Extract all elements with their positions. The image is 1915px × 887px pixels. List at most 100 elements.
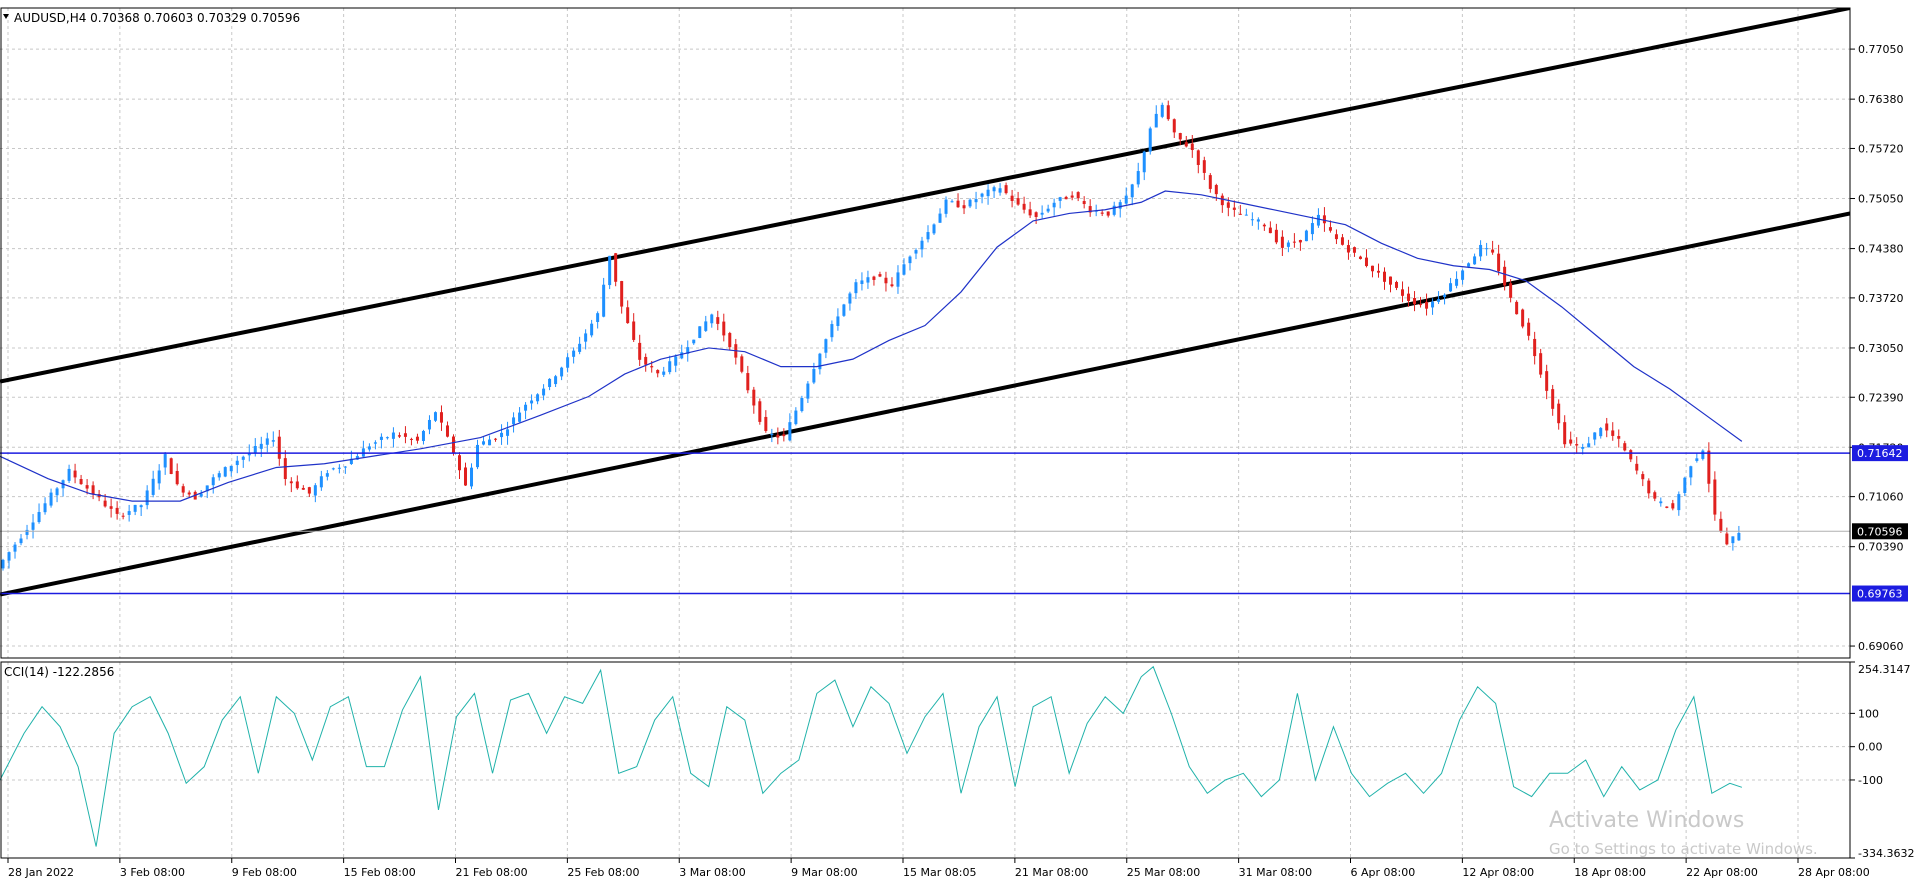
candle-body (25, 529, 29, 535)
candle-body (445, 425, 449, 437)
candle-body (560, 367, 564, 377)
main-pane-frame (0, 7, 1851, 659)
candle-body (229, 465, 233, 472)
candle-body (397, 435, 401, 437)
candle-body (1304, 230, 1308, 242)
candle-body (758, 401, 762, 422)
candle-body (602, 284, 606, 317)
candle-body (145, 490, 149, 506)
candle-body (698, 326, 702, 338)
candle-body (752, 389, 756, 406)
candle-body (746, 373, 750, 391)
candle-body (950, 201, 954, 203)
candle-body (1166, 105, 1170, 120)
candle-body (776, 434, 780, 438)
candle-body (998, 188, 1002, 193)
candle-body (1028, 209, 1032, 216)
y-tick-label: 0.74380 (1858, 243, 1904, 256)
candle-body (722, 321, 726, 336)
candle-body (151, 478, 155, 495)
candle-body (1635, 463, 1639, 471)
candle-body (1280, 236, 1284, 248)
candle-body (1136, 171, 1140, 185)
candle-body (1491, 249, 1495, 253)
candle-body (1647, 480, 1651, 494)
candle-body (1088, 206, 1092, 213)
candle-body (1190, 143, 1194, 151)
candle-body (289, 481, 293, 484)
candle-body (121, 515, 125, 517)
candle-body (1605, 423, 1609, 431)
trend-channel-line[interactable] (0, 8, 1850, 384)
candle-body (1677, 494, 1681, 511)
candle-body (79, 478, 83, 485)
candle-body (1515, 301, 1519, 315)
candle-body (1551, 389, 1555, 409)
candle-body (902, 264, 906, 275)
x-tick-label: 21 Mar 08:00 (1015, 866, 1088, 879)
x-tick-label: 22 Apr 08:00 (1686, 866, 1758, 879)
candle-body (1557, 403, 1561, 424)
activate-windows-subtitle: Go to Settings to activate Windows. (1549, 840, 1818, 858)
candle-body (1431, 301, 1435, 308)
candle-body (614, 253, 618, 282)
candle-body (1358, 256, 1362, 259)
candle-body (1298, 240, 1302, 243)
cci-line (0, 665, 1743, 847)
candle-body (908, 256, 912, 264)
candle-body (1364, 257, 1368, 267)
candle-body (1142, 151, 1146, 173)
axes: 0.77050 0.76380 0.75720 0.75050 0.74380 0.737… (0, 7, 1914, 879)
symbol-dropdown-icon[interactable] (3, 14, 9, 19)
candle-body (500, 432, 504, 438)
candle-body (1178, 133, 1182, 140)
main-price-plot[interactable] (0, 8, 1850, 597)
candle-body (253, 446, 257, 453)
y-tick-label: 0.71060 (1858, 491, 1904, 504)
candle-body (313, 485, 317, 496)
candle-body (956, 200, 960, 208)
candle-body (896, 272, 900, 287)
candle-body (770, 433, 774, 435)
x-tick-label: 9 Feb 08:00 (232, 866, 297, 879)
candle-body (1076, 192, 1080, 199)
candle-body (283, 458, 287, 480)
cci-tick-label: 100 (1858, 707, 1879, 720)
candle-body (211, 477, 215, 486)
candle-body (385, 437, 389, 439)
cci-indicator-plot[interactable] (0, 665, 1743, 847)
candle-body (103, 500, 107, 507)
candle-body (1653, 492, 1657, 499)
candle-body (968, 199, 972, 207)
x-tick-label: 31 Mar 08:00 (1239, 866, 1312, 879)
candle-body (175, 470, 179, 485)
x-tick-label: 3 Mar 08:00 (679, 866, 745, 879)
candle-body (133, 504, 137, 512)
candle-body (1010, 195, 1014, 201)
candle-body (932, 224, 936, 234)
candle-body (1455, 278, 1459, 286)
candle-body (1160, 104, 1164, 117)
cci-tick-label: 0.00 (1858, 741, 1883, 754)
candle-body (812, 368, 816, 383)
candle-body (349, 458, 353, 465)
candle-body (926, 232, 930, 240)
y-tick-label: 0.70390 (1858, 541, 1904, 554)
candle-body (157, 470, 161, 484)
y-tick-label: 0.75050 (1858, 193, 1904, 206)
candle-body (241, 456, 245, 460)
y-tick-label: 0.73720 (1858, 292, 1904, 305)
candle-body (716, 317, 720, 324)
candle-body (890, 284, 894, 287)
cci-pane-frame (0, 661, 1851, 859)
candle-body (1737, 532, 1741, 541)
candle-body (1202, 160, 1206, 173)
candle-body (596, 313, 600, 322)
candle-body (1641, 474, 1645, 480)
candle-body (1569, 439, 1573, 444)
candle-body (878, 274, 882, 277)
candle-body (818, 353, 822, 370)
candle-body (367, 446, 371, 450)
candle-body (524, 404, 528, 411)
